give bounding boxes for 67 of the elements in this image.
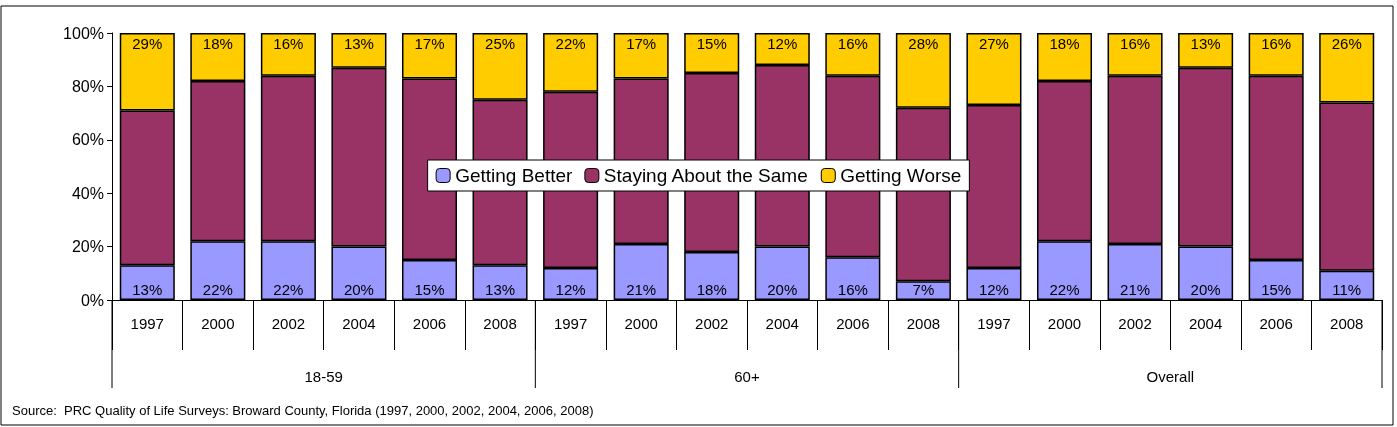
data-label: 20% <box>343 281 374 298</box>
x-tick-label: 1997 <box>977 315 1011 332</box>
data-label: 17% <box>414 35 445 52</box>
source-note: Source: PRC Quality of Life Surveys: Broward County, Florida (1997, 2000, 2002, 2004, 2006, 2008) <box>12 402 594 418</box>
data-label: 15% <box>414 281 445 298</box>
x-tick-label: 2008 <box>1330 315 1364 332</box>
x-tick-label: 2006 <box>836 315 870 332</box>
y-tick-label: 20% <box>71 238 104 256</box>
data-label: 16% <box>1261 35 1292 52</box>
text: 18-59 <box>304 367 343 385</box>
data-label: 18% <box>696 281 727 298</box>
x-tick-label: 2002 <box>1118 315 1152 332</box>
x-tick-label: 2004 <box>342 315 376 332</box>
data-label: 12% <box>978 281 1009 298</box>
data-label: 16% <box>1120 35 1151 52</box>
x-tick-label: 2006 <box>412 315 447 332</box>
x-tick-label: 2000 <box>624 315 658 332</box>
data-label: 15% <box>1261 281 1292 298</box>
data-label: 20% <box>767 281 798 298</box>
data-label: 13% <box>343 35 374 52</box>
data-label: 13% <box>132 281 163 298</box>
data-label: 20% <box>1190 281 1221 298</box>
x-tick-label: 2004 <box>765 315 799 332</box>
data-label: 27% <box>978 35 1009 52</box>
y-tick-label: 60% <box>71 131 104 149</box>
text: 60+ <box>734 367 760 385</box>
data-label: 22% <box>1049 281 1080 298</box>
legend-label: Staying About the Same <box>603 165 808 186</box>
data-label: 18% <box>202 35 233 52</box>
y-tick-label: 40% <box>71 184 104 202</box>
y-tick-label: 80% <box>71 77 104 95</box>
data-label: 12% <box>555 281 586 298</box>
data-label: 16% <box>837 281 868 298</box>
x-tick-label: 2002 <box>271 315 306 332</box>
data-label: 13% <box>1190 35 1221 52</box>
x-tick-label: 2000 <box>201 315 235 332</box>
text: Overall <box>1146 367 1195 385</box>
data-label: 16% <box>837 35 868 52</box>
x-tick-label: 1997 <box>553 315 588 332</box>
data-label: 22% <box>273 281 304 298</box>
data-label: 15% <box>696 35 727 52</box>
data-label: 17% <box>626 35 657 52</box>
data-label: 16% <box>273 35 304 52</box>
y-tick-label: 0% <box>80 291 104 309</box>
data-label: 13% <box>485 281 516 298</box>
data-label: 7% <box>912 281 935 298</box>
x-tick-label: 1997 <box>130 315 164 332</box>
x-tick-label: 2000 <box>1047 315 1082 332</box>
data-label: 26% <box>1331 35 1362 52</box>
legend-label: Getting Better <box>455 165 574 186</box>
x-tick-label: 2004 <box>1188 315 1223 332</box>
data-label: 18% <box>1049 35 1080 52</box>
data-label: 12% <box>767 35 798 52</box>
x-tick-label: 2008 <box>483 315 517 332</box>
data-label: 29% <box>132 35 163 52</box>
data-label: 21% <box>626 281 657 298</box>
y-tick-label: 100% <box>63 24 104 42</box>
x-tick-label: 2002 <box>695 315 729 332</box>
data-label: 28% <box>908 35 939 52</box>
data-label: 11% <box>1332 281 1362 298</box>
data-label: 22% <box>202 281 233 298</box>
data-label: 25% <box>485 35 516 52</box>
data-label: 22% <box>555 35 586 52</box>
data-label: 21% <box>1120 281 1151 298</box>
legend-label: Getting Worse <box>840 165 962 186</box>
x-tick-label: 2006 <box>1259 315 1293 332</box>
x-tick-label: 2008 <box>906 315 941 332</box>
